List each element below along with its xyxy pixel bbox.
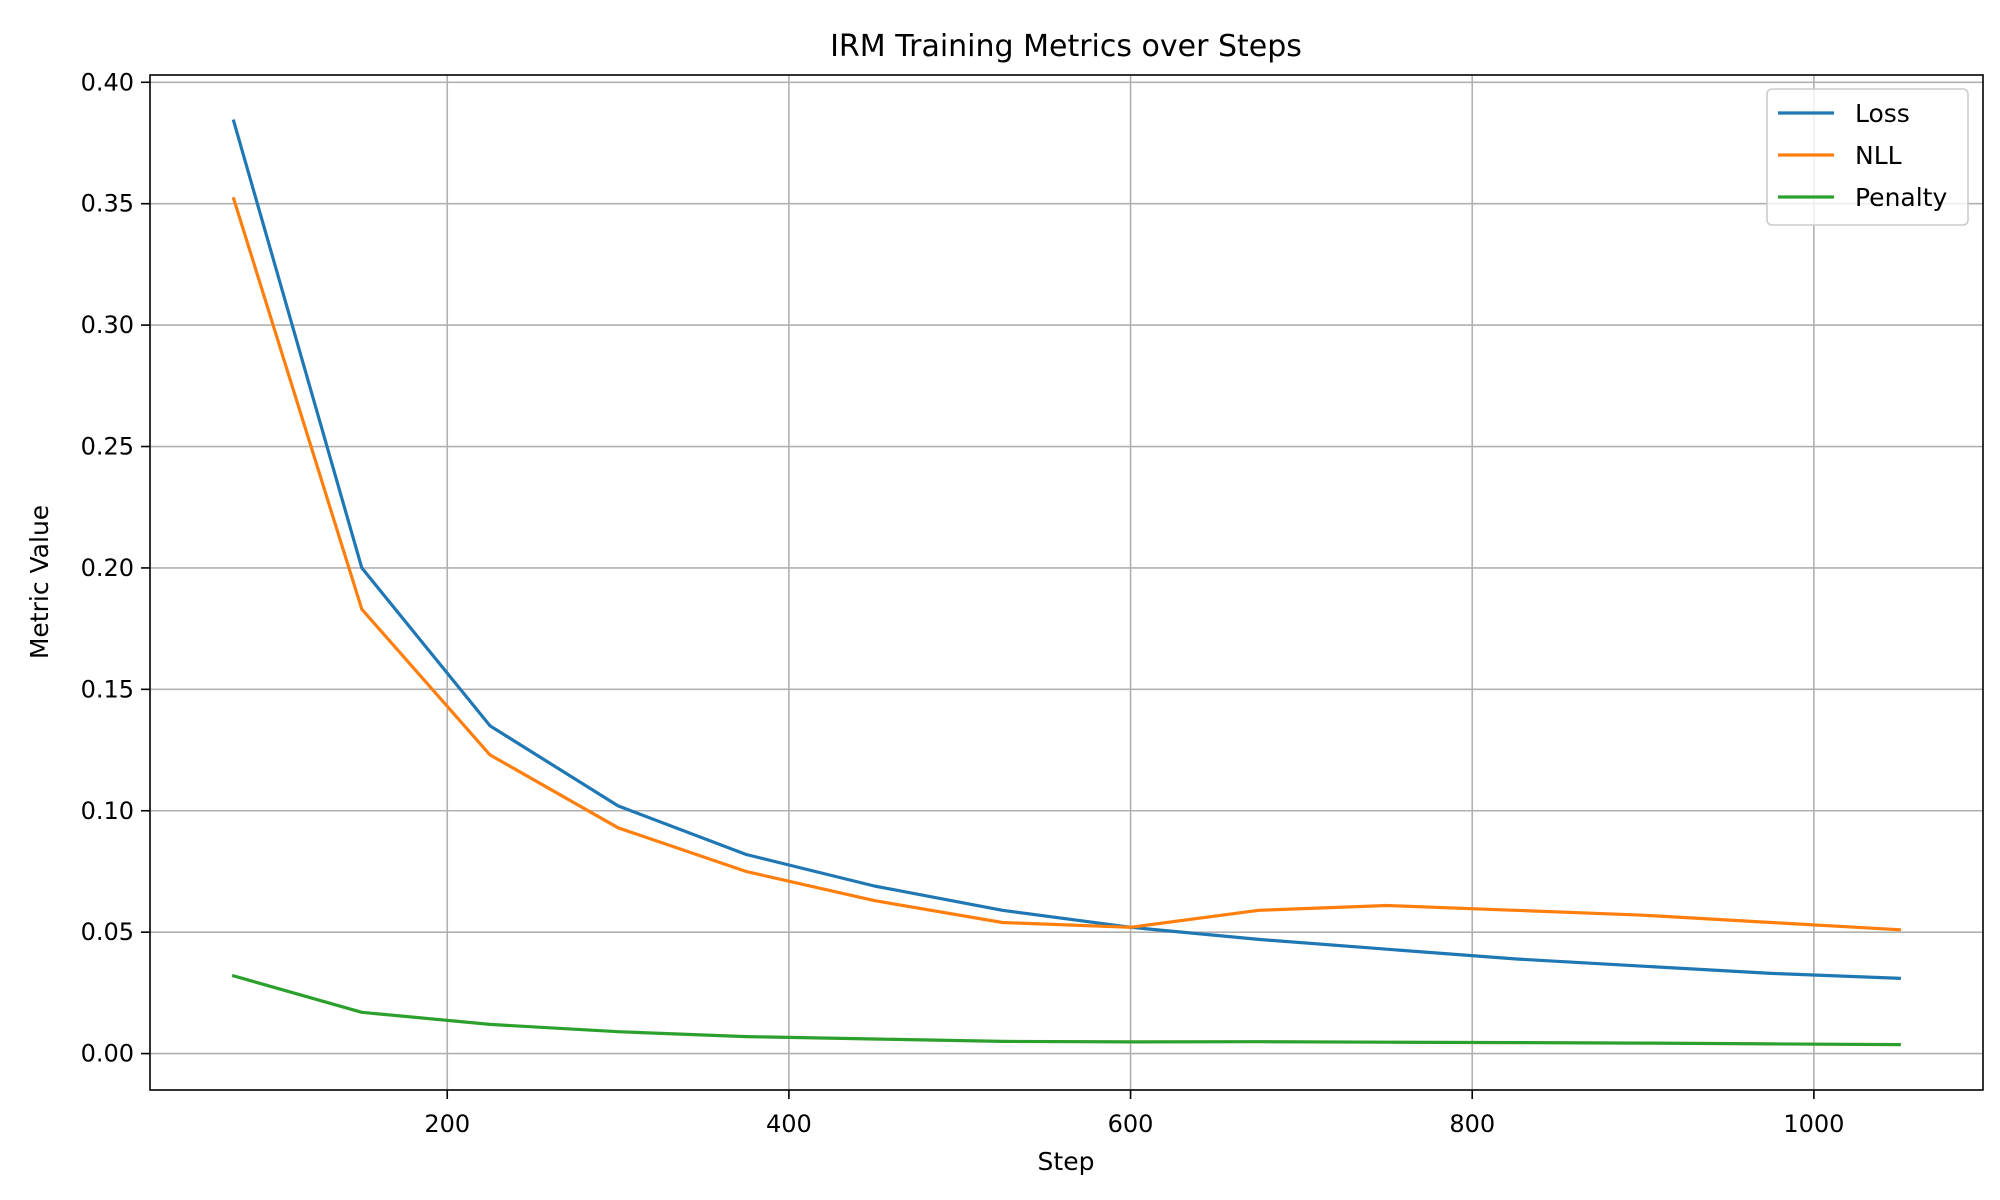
y-tick-label: 0.25	[81, 433, 134, 461]
legend-label-loss: Loss	[1855, 99, 1910, 128]
y-tick-label: 0.20	[81, 554, 134, 582]
x-tick-label: 600	[1108, 1110, 1154, 1138]
x-tick-label: 1000	[1783, 1110, 1844, 1138]
y-axis-label: Metric Value	[25, 505, 54, 659]
legend-label-penalty: Penalty	[1855, 183, 1947, 212]
series-lines	[231, 119, 1901, 1047]
plot-frame	[149, 74, 1984, 1091]
y-tick-label: 0.10	[81, 797, 134, 825]
series-line-penalty	[231, 973, 1901, 1047]
series-line-loss	[231, 119, 1901, 980]
legend-box	[1766, 88, 1969, 226]
axis-ticks: 200 400 600 800 1000 0.00 0.05 0.10 0.15 0.20 0.25…	[81, 68, 1845, 1138]
x-tick-label: 800	[1449, 1110, 1495, 1138]
x-tick-label: 200	[424, 1110, 470, 1138]
chart-title: IRM Training Metrics over Steps	[830, 29, 1302, 64]
y-tick-label: 0.30	[81, 311, 134, 339]
legend: Loss NLL Penalty	[1766, 88, 1969, 226]
series-line-nll	[231, 196, 1901, 932]
y-tick-label: 0.35	[81, 190, 134, 218]
grid	[150, 75, 1983, 1090]
y-tick-label: 0.15	[81, 675, 134, 703]
legend-label-nll: NLL	[1855, 141, 1902, 170]
y-tick-label: 0.00	[81, 1040, 134, 1068]
x-axis-label: Step	[1038, 1147, 1095, 1176]
y-tick-label: 0.40	[81, 68, 134, 96]
x-tick-label: 400	[766, 1110, 812, 1138]
y-tick-label: 0.05	[81, 918, 134, 946]
